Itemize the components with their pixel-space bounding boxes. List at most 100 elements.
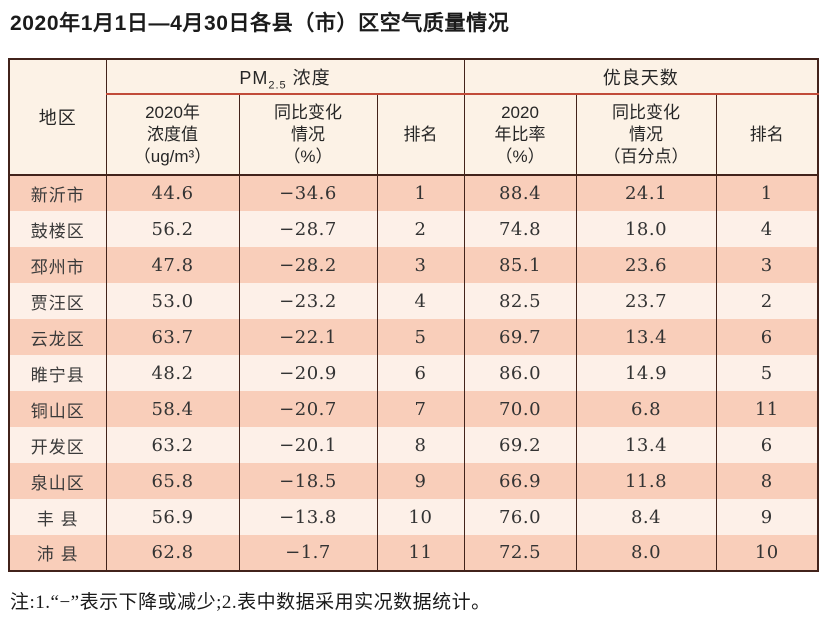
table-row: 泉山区 65.8 −18.5 9 66.9 11.8 8 [8, 463, 819, 500]
region-cell: 沛 县 [8, 535, 107, 572]
header-line: 情况 [291, 124, 325, 144]
table-body: 新沂市 44.6 −34.6 1 88.4 24.1 1 鼓楼区 56.2 −2… [8, 175, 819, 572]
header-good-rate: 2020 年比率 （%） [463, 94, 577, 177]
pm-change-cell: −18.5 [238, 463, 378, 500]
table-row: 贾汪区 53.0 −23.2 4 82.5 23.7 2 [8, 283, 819, 320]
pm-value-cell: 62.8 [105, 535, 240, 572]
good-rate-cell: 74.8 [463, 211, 577, 248]
good-rate-cell: 85.1 [463, 247, 577, 284]
region-cell: 丰 县 [8, 499, 107, 536]
good-change-cell: 18.0 [575, 211, 717, 248]
region-cell: 开发区 [8, 427, 107, 464]
good-rank-cell: 3 [715, 247, 819, 284]
header-pm25-group: PM2.5 浓度 [105, 59, 465, 96]
good-rate-cell: 86.0 [463, 355, 577, 392]
pm-change-cell: −1.7 [238, 535, 378, 572]
pm-rank-cell: 10 [376, 499, 465, 536]
pm-suffix-label: 浓度 [286, 67, 331, 88]
header-region: 地区 [8, 59, 107, 177]
good-rate-cell: 69.7 [463, 319, 577, 356]
good-rank-cell: 2 [715, 283, 819, 320]
pm-change-cell: −34.6 [238, 175, 378, 212]
table-row: 睢宁县 48.2 −20.9 6 86.0 14.9 5 [8, 355, 819, 392]
table-row: 沛 县 62.8 −1.7 11 72.5 8.0 10 [8, 535, 819, 572]
good-rate-cell: 69.2 [463, 427, 577, 464]
pm-rank-cell: 3 [376, 247, 465, 284]
good-change-cell: 11.8 [575, 463, 717, 500]
pm-change-cell: −28.7 [238, 211, 378, 248]
pm-change-cell: −20.1 [238, 427, 378, 464]
header-line: （ug/m³） [133, 146, 212, 166]
good-rank-cell: 4 [715, 211, 819, 248]
good-rate-cell: 70.0 [463, 391, 577, 428]
good-rate-cell: 88.4 [463, 175, 577, 212]
table-row: 邳州市 47.8 −28.2 3 85.1 23.6 3 [8, 247, 819, 284]
header-good-change: 同比变化 情况 （百分点） [575, 94, 717, 177]
table-row: 丰 县 56.9 −13.8 10 76.0 8.4 9 [8, 499, 819, 536]
pm-rank-cell: 4 [376, 283, 465, 320]
pm-rank-cell: 5 [376, 319, 465, 356]
pm-change-cell: −20.7 [238, 391, 378, 428]
good-rate-cell: 82.5 [463, 283, 577, 320]
header-line: （%） [283, 146, 333, 166]
region-cell: 睢宁县 [8, 355, 107, 392]
pm-change-cell: −23.2 [238, 283, 378, 320]
pm-rank-cell: 1 [376, 175, 465, 212]
good-rate-cell: 72.5 [463, 535, 577, 572]
table-row: 新沂市 44.6 −34.6 1 88.4 24.1 1 [8, 175, 819, 212]
good-rank-cell: 1 [715, 175, 819, 212]
region-cell: 新沂市 [8, 175, 107, 212]
pm-value-cell: 58.4 [105, 391, 240, 428]
header-good-days-group: 优良天数 [463, 59, 819, 96]
good-rate-cell: 66.9 [463, 463, 577, 500]
region-cell: 泉山区 [8, 463, 107, 500]
pm-rank-cell: 6 [376, 355, 465, 392]
table-row: 鼓楼区 56.2 −28.7 2 74.8 18.0 4 [8, 211, 819, 248]
good-change-cell: 6.8 [575, 391, 717, 428]
good-rank-cell: 6 [715, 319, 819, 356]
good-rate-cell: 76.0 [463, 499, 577, 536]
header-line: （%） [495, 146, 545, 166]
good-rank-cell: 5 [715, 355, 819, 392]
header-line: 2020 [501, 102, 539, 122]
table-row: 云龙区 63.7 −22.1 5 69.7 13.4 6 [8, 319, 819, 356]
region-cell: 邳州市 [8, 247, 107, 284]
good-change-cell: 23.7 [575, 283, 717, 320]
good-change-cell: 24.1 [575, 175, 717, 212]
pm-value-cell: 63.2 [105, 427, 240, 464]
header-line: 浓度值 [147, 124, 198, 144]
region-cell: 鼓楼区 [8, 211, 107, 248]
pm-value-cell: 44.6 [105, 175, 240, 212]
pm-prefix-label: PM [239, 67, 269, 88]
header-line: 情况 [629, 124, 664, 144]
good-change-cell: 23.6 [575, 247, 717, 284]
table-header: 地区 PM2.5 浓度 优良天数 2020年 浓度值 （ug/m³） 同比变化 … [8, 59, 819, 177]
header-line: 年比率 [494, 124, 546, 144]
good-rank-cell: 11 [715, 391, 819, 428]
pm-value-cell: 56.9 [105, 499, 240, 536]
header-line: （百分点） [603, 146, 689, 166]
pm-value-cell: 48.2 [105, 355, 240, 392]
good-rank-cell: 6 [715, 427, 819, 464]
pm-value-cell: 47.8 [105, 247, 240, 284]
table-row: 铜山区 58.4 −20.7 7 70.0 6.8 11 [8, 391, 819, 428]
table-row: 开发区 63.2 −20.1 8 69.2 13.4 6 [8, 427, 819, 464]
pm-change-cell: −22.1 [238, 319, 378, 356]
header-line: 同比变化 [612, 102, 681, 122]
page-title: 2020年1月1日—4月30日各县（市）区空气质量情况 [10, 12, 510, 35]
good-rank-cell: 8 [715, 463, 819, 500]
region-cell: 贾汪区 [8, 283, 107, 320]
pm-rank-cell: 9 [376, 463, 465, 500]
footnote: 注:1.“−”表示下降或减少;2.表中数据采用实况数据统计。 [10, 592, 491, 614]
pm-value-cell: 53.0 [105, 283, 240, 320]
good-change-cell: 13.4 [575, 319, 717, 356]
header-good-rank: 排名 [715, 94, 819, 177]
pm-change-cell: −20.9 [238, 355, 378, 392]
pm-value-cell: 63.7 [105, 319, 240, 356]
pm-change-cell: −13.8 [238, 499, 378, 536]
good-rank-cell: 9 [715, 499, 819, 536]
header-line: 同比变化 [274, 102, 342, 122]
air-quality-table: 地区 PM2.5 浓度 优良天数 2020年 浓度值 （ug/m³） 同比变化 … [8, 58, 820, 573]
pm-subscript-label: 2.5 [268, 79, 287, 92]
